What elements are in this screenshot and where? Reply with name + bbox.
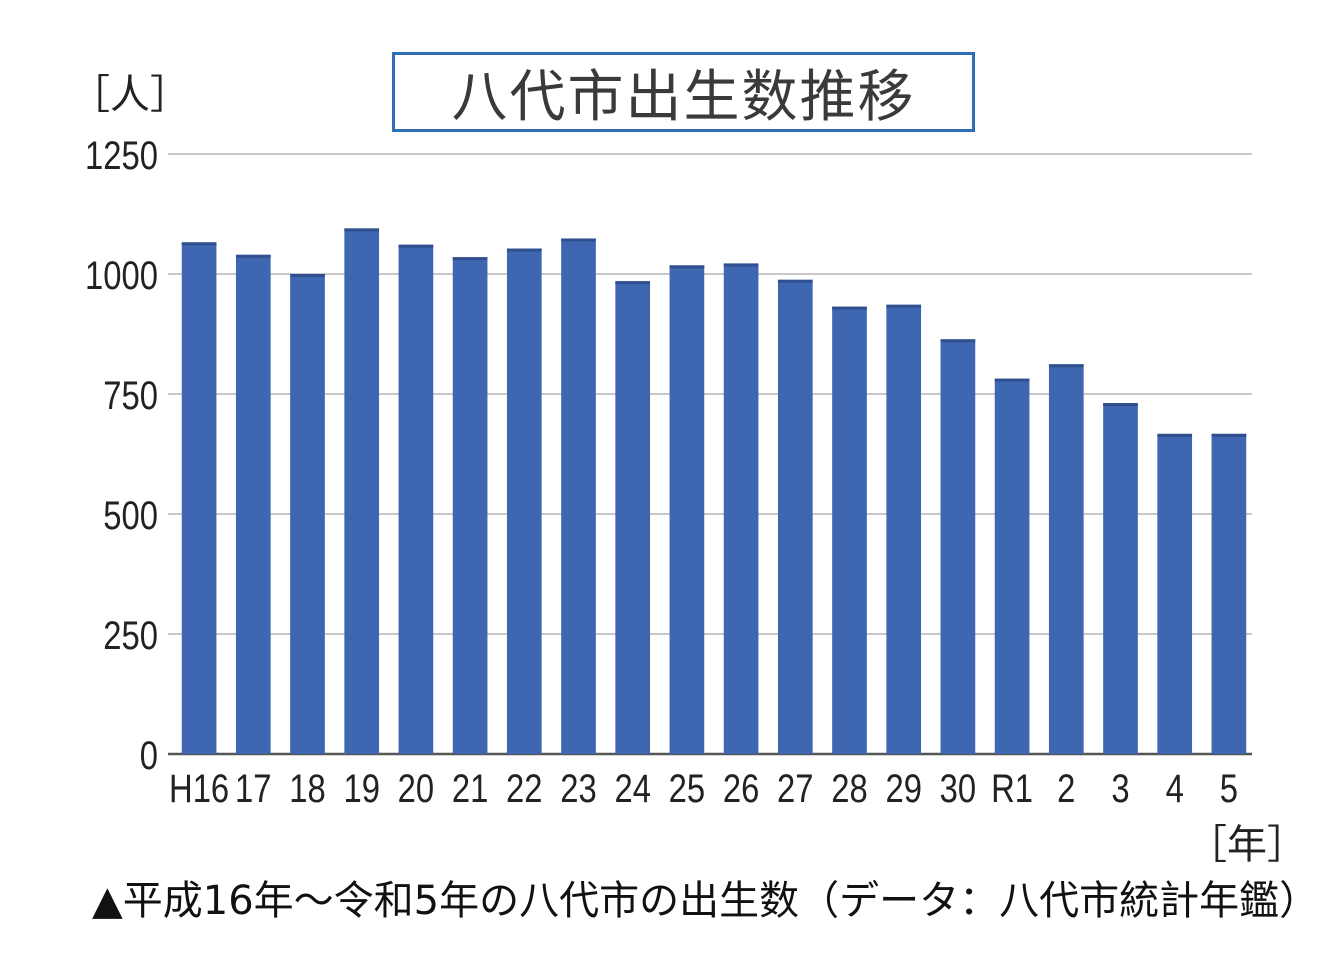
x-tick-label: 29 (885, 766, 921, 811)
bar (344, 228, 380, 754)
bar-top-edge (290, 274, 325, 277)
x-tick-label: 23 (560, 766, 596, 811)
bar-top-edge (398, 244, 434, 248)
chart-title-box: 八代市出生数推移 (392, 52, 975, 132)
y-tick-labels: 0 250 500 750 1000 1250 (85, 133, 158, 778)
x-tick-label: 21 (452, 766, 488, 811)
bar-top-edge (506, 248, 542, 252)
bar (669, 265, 705, 754)
y-tick-label: 1000 (85, 253, 158, 298)
x-tick-label: 18 (289, 766, 325, 811)
bar-top-edge (1048, 364, 1084, 368)
x-tick-label: R1 (991, 766, 1033, 811)
bar (452, 257, 488, 754)
x-tick-label: 22 (506, 766, 542, 811)
chart-title: 八代市出生数推移 (451, 64, 916, 130)
bar (886, 304, 922, 754)
y-tick-label: 250 (103, 613, 158, 658)
bar (1048, 364, 1084, 754)
bar (1157, 433, 1193, 754)
bar-top-edge (669, 265, 705, 269)
bar-top-edge (452, 257, 488, 261)
x-tick-label: 4 (1166, 766, 1184, 811)
bar-top-edge (344, 228, 380, 232)
y-tick-label: 1250 (85, 133, 158, 178)
bar-top-edge (940, 339, 976, 343)
bar (832, 306, 867, 754)
bar (506, 248, 542, 754)
x-tick-label: 20 (398, 766, 434, 811)
bar-top-edge (1211, 433, 1247, 437)
bar (1103, 403, 1138, 754)
gridlines (168, 153, 1252, 756)
bar (615, 281, 651, 754)
x-tick-labels: H16 17 18 19 20 21 22 23 24 25 26 27 28 29 30 R1 2 3 4 5 (169, 766, 1238, 811)
x-tick-label: 19 (343, 766, 379, 811)
x-tick-label: 24 (614, 766, 650, 811)
bars (181, 228, 1247, 755)
x-tick-label: 3 (1111, 766, 1129, 811)
bar (561, 238, 596, 755)
y-tick-label: 0 (140, 733, 158, 778)
x-tick-label: 30 (940, 766, 976, 811)
bar (1211, 433, 1247, 754)
bar-top-edge (994, 378, 1030, 382)
bar-top-edge (723, 263, 759, 267)
bar (777, 279, 813, 754)
bar (398, 244, 434, 754)
x-tick-label: 2 (1057, 766, 1075, 811)
x-tick-label: H16 (169, 766, 229, 811)
bar (940, 339, 976, 754)
bar-top-edge (615, 281, 651, 285)
y-tick-label: 500 (103, 493, 158, 538)
x-tick-label: 26 (723, 766, 759, 811)
bar (994, 378, 1030, 754)
bar-top-edge (886, 304, 922, 308)
y-axis-unit-label: ［人］ (70, 72, 190, 118)
y-tick-label: 750 (103, 373, 158, 418)
bar (723, 263, 759, 754)
bar-top-edge (235, 254, 271, 258)
bar (290, 274, 325, 754)
chart-caption: ▲平成16年～令和5年の八代市の出生数（データ：八代市統計年鑑） (92, 878, 1320, 924)
bar (181, 242, 217, 754)
x-tick-label: 17 (235, 766, 271, 811)
x-tick-label: 25 (669, 766, 705, 811)
x-tick-label: 5 (1220, 766, 1238, 811)
bar-top-edge (777, 279, 813, 283)
bar (235, 254, 271, 755)
bar-top-edge (832, 306, 867, 310)
bar-top-edge (181, 242, 217, 246)
bar-top-edge (1103, 403, 1138, 407)
bar-top-edge (1157, 433, 1193, 437)
x-axis-unit-label: ［年］ (1187, 822, 1307, 868)
bar-top-edge (561, 238, 596, 242)
x-tick-label: 27 (777, 766, 813, 811)
x-tick-label: 28 (831, 766, 867, 811)
